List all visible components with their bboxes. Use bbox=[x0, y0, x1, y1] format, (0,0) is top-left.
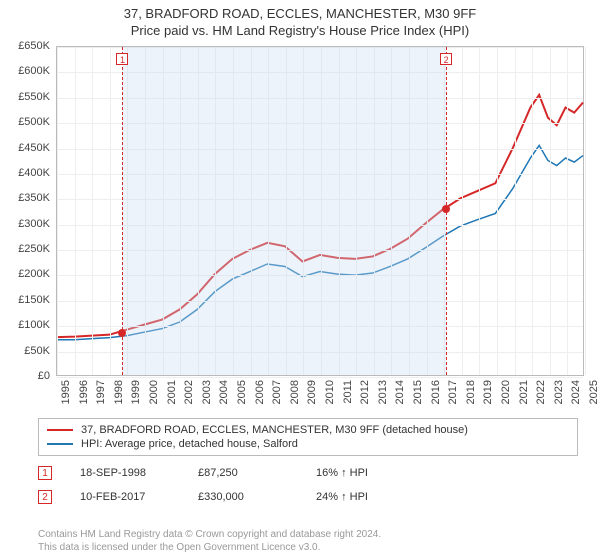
annotation-price-1: £87,250 bbox=[198, 467, 288, 479]
x-axis-label: 2012 bbox=[359, 380, 371, 404]
annotation-marker-1: 1 bbox=[38, 466, 52, 480]
chart-area: 12 £0£50K£100K£150K£200K£250K£300K£350K£… bbox=[0, 40, 600, 410]
y-axis-label: £250K bbox=[0, 243, 50, 255]
x-axis-label: 2020 bbox=[500, 380, 512, 404]
x-axis-label: 2016 bbox=[430, 380, 442, 404]
y-axis-label: £400K bbox=[0, 167, 50, 179]
x-axis-label: 2004 bbox=[218, 380, 230, 404]
event-marker: 2 bbox=[440, 53, 452, 65]
x-axis-label: 2005 bbox=[236, 380, 248, 404]
price-paid-dot bbox=[118, 329, 126, 337]
y-axis-label: £450K bbox=[0, 142, 50, 154]
x-axis-label: 2023 bbox=[553, 380, 565, 404]
x-axis-label: 2008 bbox=[289, 380, 301, 404]
annotation-pct-2: 24% ↑ HPI bbox=[316, 491, 406, 503]
x-axis-label: 2011 bbox=[342, 380, 354, 404]
x-axis-label: 2001 bbox=[166, 380, 178, 404]
x-axis-label: 2025 bbox=[588, 380, 600, 404]
x-axis-label: 2014 bbox=[394, 380, 406, 404]
y-axis-label: £500K bbox=[0, 116, 50, 128]
y-axis-label: £350K bbox=[0, 192, 50, 204]
event-vline bbox=[122, 47, 123, 375]
x-axis-label: 1996 bbox=[78, 380, 90, 404]
y-axis-label: £550K bbox=[0, 91, 50, 103]
annotation-row-2: 2 10-FEB-2017 £330,000 24% ↑ HPI bbox=[38, 490, 578, 504]
annotation-date-1: 18-SEP-1998 bbox=[80, 467, 170, 479]
annotation-marker-2: 2 bbox=[38, 490, 52, 504]
x-axis-label: 2000 bbox=[148, 380, 160, 404]
y-axis-label: £300K bbox=[0, 218, 50, 230]
x-axis-label: 1997 bbox=[95, 380, 107, 404]
annotation-row-1: 1 18-SEP-1998 £87,250 16% ↑ HPI bbox=[38, 466, 578, 480]
annotation-price-2: £330,000 bbox=[198, 491, 288, 503]
x-axis-label: 2002 bbox=[183, 380, 195, 404]
legend-label-hpi: HPI: Average price, detached house, Salf… bbox=[81, 438, 298, 450]
x-axis-label: 2009 bbox=[306, 380, 318, 404]
chart-subtitle: Price paid vs. HM Land Registry's House … bbox=[0, 21, 600, 38]
y-axis-label: £200K bbox=[0, 268, 50, 280]
footer-line-1: Contains HM Land Registry data © Crown c… bbox=[38, 528, 578, 541]
annotation-date-2: 10-FEB-2017 bbox=[80, 491, 170, 503]
y-axis-label: £0 bbox=[0, 370, 50, 382]
x-axis-label: 2019 bbox=[482, 380, 494, 404]
footer: Contains HM Land Registry data © Crown c… bbox=[38, 528, 578, 554]
x-axis-label: 1995 bbox=[60, 380, 72, 404]
chart-container: 37, BRADFORD ROAD, ECCLES, MANCHESTER, M… bbox=[0, 0, 600, 560]
price-paid-dot bbox=[442, 205, 450, 213]
y-axis-label: £650K bbox=[0, 40, 50, 52]
x-axis-label: 2007 bbox=[271, 380, 283, 404]
legend-item-hpi: HPI: Average price, detached house, Salf… bbox=[47, 437, 569, 451]
event-marker: 1 bbox=[116, 53, 128, 65]
highlight-band bbox=[122, 47, 446, 375]
x-axis-label: 2018 bbox=[465, 380, 477, 404]
x-axis-label: 2010 bbox=[324, 380, 336, 404]
x-axis-label: 2003 bbox=[201, 380, 213, 404]
y-axis-label: £150K bbox=[0, 294, 50, 306]
plot-area: 12 bbox=[56, 46, 584, 376]
legend: 37, BRADFORD ROAD, ECCLES, MANCHESTER, M… bbox=[38, 418, 578, 456]
legend-swatch-hpi bbox=[47, 443, 73, 445]
legend-swatch-price-paid bbox=[47, 429, 73, 431]
legend-label-price-paid: 37, BRADFORD ROAD, ECCLES, MANCHESTER, M… bbox=[81, 424, 468, 436]
annotation-pct-1: 16% ↑ HPI bbox=[316, 467, 406, 479]
x-axis-label: 1999 bbox=[130, 380, 142, 404]
y-axis-label: £600K bbox=[0, 65, 50, 77]
x-axis-label: 2022 bbox=[535, 380, 547, 404]
x-axis-label: 2017 bbox=[447, 380, 459, 404]
chart-title: 37, BRADFORD ROAD, ECCLES, MANCHESTER, M… bbox=[0, 0, 600, 21]
x-axis-label: 2024 bbox=[570, 380, 582, 404]
y-axis-label: £100K bbox=[0, 319, 50, 331]
x-axis-label: 2015 bbox=[412, 380, 424, 404]
y-axis-label: £50K bbox=[0, 345, 50, 357]
x-axis-label: 1998 bbox=[113, 380, 125, 404]
footer-line-2: This data is licensed under the Open Gov… bbox=[38, 541, 578, 554]
legend-item-price-paid: 37, BRADFORD ROAD, ECCLES, MANCHESTER, M… bbox=[47, 423, 569, 437]
x-axis-label: 2013 bbox=[377, 380, 389, 404]
x-axis-label: 2021 bbox=[518, 380, 530, 404]
x-axis-label: 2006 bbox=[254, 380, 266, 404]
